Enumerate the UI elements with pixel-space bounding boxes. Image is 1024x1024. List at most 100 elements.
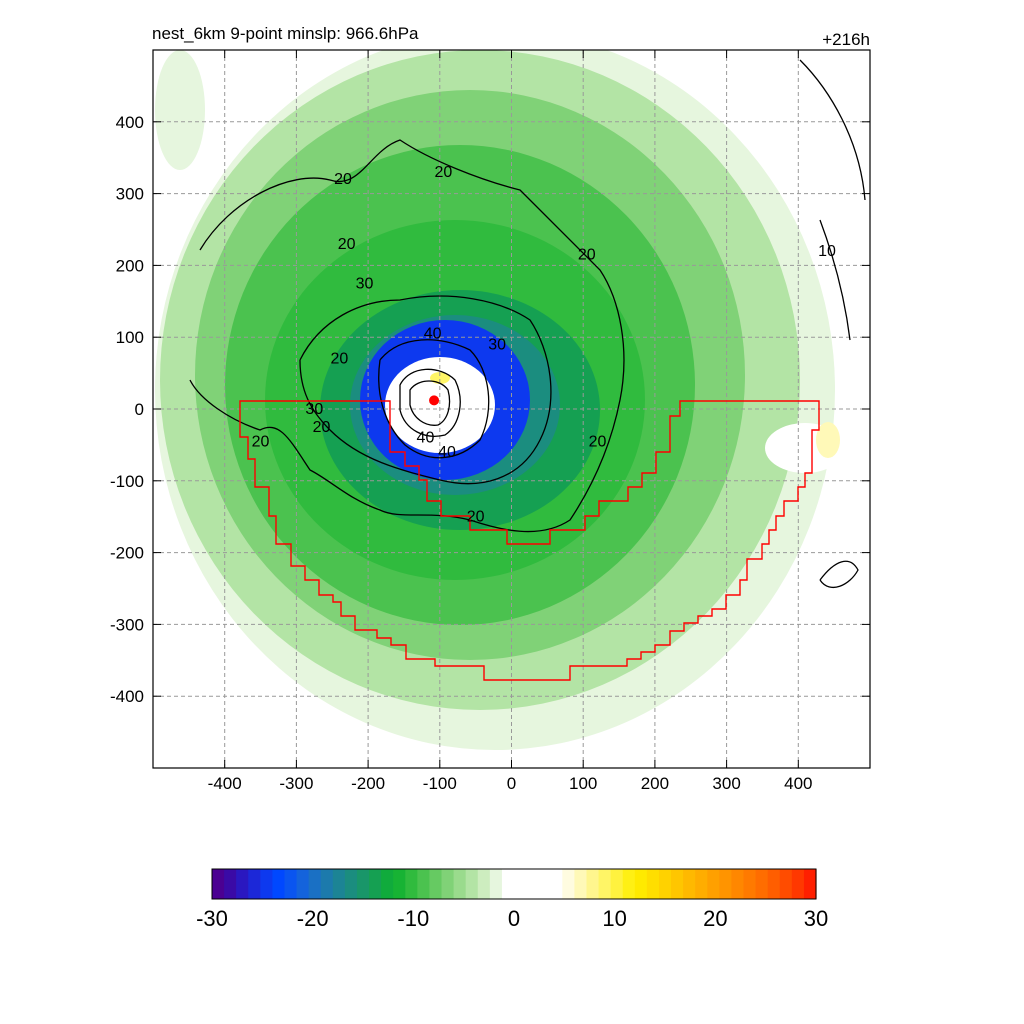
y-tick-label: -100 — [110, 472, 144, 491]
storm-center-marker — [429, 395, 440, 406]
colorbar-swatch — [465, 869, 479, 899]
y-tick-label: 100 — [116, 328, 144, 347]
colorbar-swatch — [791, 869, 805, 899]
colorbar-swatch — [598, 869, 612, 899]
contour-label: 30 — [356, 275, 374, 292]
colorbar-swatch — [767, 869, 781, 899]
colorbar-swatch — [803, 869, 817, 899]
colorbar-swatch — [526, 869, 539, 899]
colorbar-swatch — [393, 869, 406, 899]
contour-inner-1 — [399, 368, 461, 437]
colorbar-swatch — [489, 869, 503, 899]
colorbar-swatch — [417, 869, 431, 899]
x-tick-label: 200 — [641, 774, 669, 793]
colorbar-tick-label: 10 — [602, 906, 626, 931]
colorbar-ticks: -30 -20 -10 0 10 20 30 — [196, 906, 828, 931]
contour-label: 40 — [417, 430, 435, 447]
colorbar — [211, 868, 817, 900]
contour-10kt — [799, 59, 866, 341]
wind-contours — [189, 59, 866, 589]
colorbar-swatch — [260, 869, 273, 899]
contour-label: 20 — [338, 236, 356, 253]
colorbar-swatch — [646, 869, 660, 899]
colorbar-swatch — [405, 869, 418, 899]
colorbar-swatch — [332, 869, 346, 899]
x-tick-label: 300 — [712, 774, 740, 793]
colorbar-swatch — [562, 869, 575, 899]
colorbar-swatch — [236, 869, 249, 899]
colorbar-tick-label: 30 — [804, 906, 828, 931]
contour-label: 20 — [313, 419, 331, 436]
contour-inner-2 — [409, 380, 451, 426]
colorbar-swatch — [731, 869, 745, 899]
colorbar-swatch — [272, 869, 286, 899]
y-tick-label: -200 — [110, 544, 144, 563]
colorbar-swatch — [296, 869, 310, 899]
colorbar-swatch — [344, 869, 358, 899]
colorbar-swatch — [308, 869, 322, 899]
contour-label: 20 — [434, 164, 452, 181]
contour-label: 30 — [305, 401, 323, 418]
contour-label: 30 — [488, 336, 506, 353]
colorbar-tick-label: -10 — [397, 906, 429, 931]
colorbar-swatch — [381, 869, 394, 899]
colorbar-tick-label: -30 — [196, 906, 228, 931]
contour-label: 10 — [818, 243, 836, 260]
contour-label: 40 — [438, 444, 456, 461]
x-axis-ticks: -400 -300 -200 -100 0 100 200 300 400 — [208, 50, 812, 793]
colorbar-swatch — [477, 869, 491, 899]
colorbar-swatch — [248, 869, 261, 899]
colorbar-swatch — [441, 869, 455, 899]
y-axis-ticks: 400 300 200 100 0 -100 -200 -300 -400 — [110, 113, 870, 706]
colorbar-swatch — [514, 869, 527, 899]
colorbar-swatch — [683, 869, 696, 899]
colorbar-swatch — [453, 869, 467, 899]
colorbar-swatch — [501, 869, 515, 899]
y-tick-label: -400 — [110, 687, 144, 706]
contour-label: 20 — [252, 433, 270, 450]
colorbar-swatch — [284, 869, 298, 899]
colorbar-swatch — [695, 869, 708, 899]
colorbar-swatch — [356, 869, 370, 899]
wind-shading — [155, 50, 860, 750]
colorbar-tick-label: -20 — [297, 906, 329, 931]
contour-label: 20 — [331, 351, 349, 368]
x-tick-label: -200 — [351, 774, 385, 793]
colorbar-tick-label: 20 — [703, 906, 727, 931]
colorbar-swatch — [224, 869, 237, 899]
y-tick-label: -300 — [110, 615, 144, 634]
colorbar-swatch — [610, 869, 624, 899]
colorbar-swatch — [320, 869, 334, 899]
colorbar-swatch — [707, 869, 720, 899]
x-tick-label: 0 — [507, 774, 516, 793]
colorbar-frame — [211, 868, 817, 900]
colorbar-swatch — [719, 869, 733, 899]
colorbar-swatch — [634, 869, 648, 899]
contour-label: 20 — [578, 247, 596, 264]
colorbar-swatch — [550, 869, 563, 899]
contour-small — [819, 560, 859, 589]
model-boundary — [239, 400, 820, 681]
colorbar-swatch — [658, 869, 672, 899]
x-tick-label: -300 — [279, 774, 313, 793]
colorbar-swatch — [779, 869, 793, 899]
colorbar-swatch — [586, 869, 600, 899]
colorbar-swatch — [574, 869, 588, 899]
x-tick-label: -400 — [208, 774, 242, 793]
contour-20kt — [189, 139, 625, 533]
contour-30kt — [299, 295, 552, 485]
y-tick-label: 300 — [116, 185, 144, 204]
y-tick-label: 400 — [116, 113, 144, 132]
colorbar-swatch — [369, 869, 382, 899]
y-tick-label: 0 — [135, 400, 144, 419]
contour-label: 20 — [589, 433, 607, 450]
chart-title: nest_6km 9-point minslp: 966.6hPa — [152, 24, 419, 43]
colorbar-swatch — [743, 869, 757, 899]
colorbar-swatch — [622, 869, 636, 899]
colorbar-swatch — [538, 869, 551, 899]
colorbar-swatch — [671, 869, 684, 899]
y-tick-label: 200 — [116, 256, 144, 275]
